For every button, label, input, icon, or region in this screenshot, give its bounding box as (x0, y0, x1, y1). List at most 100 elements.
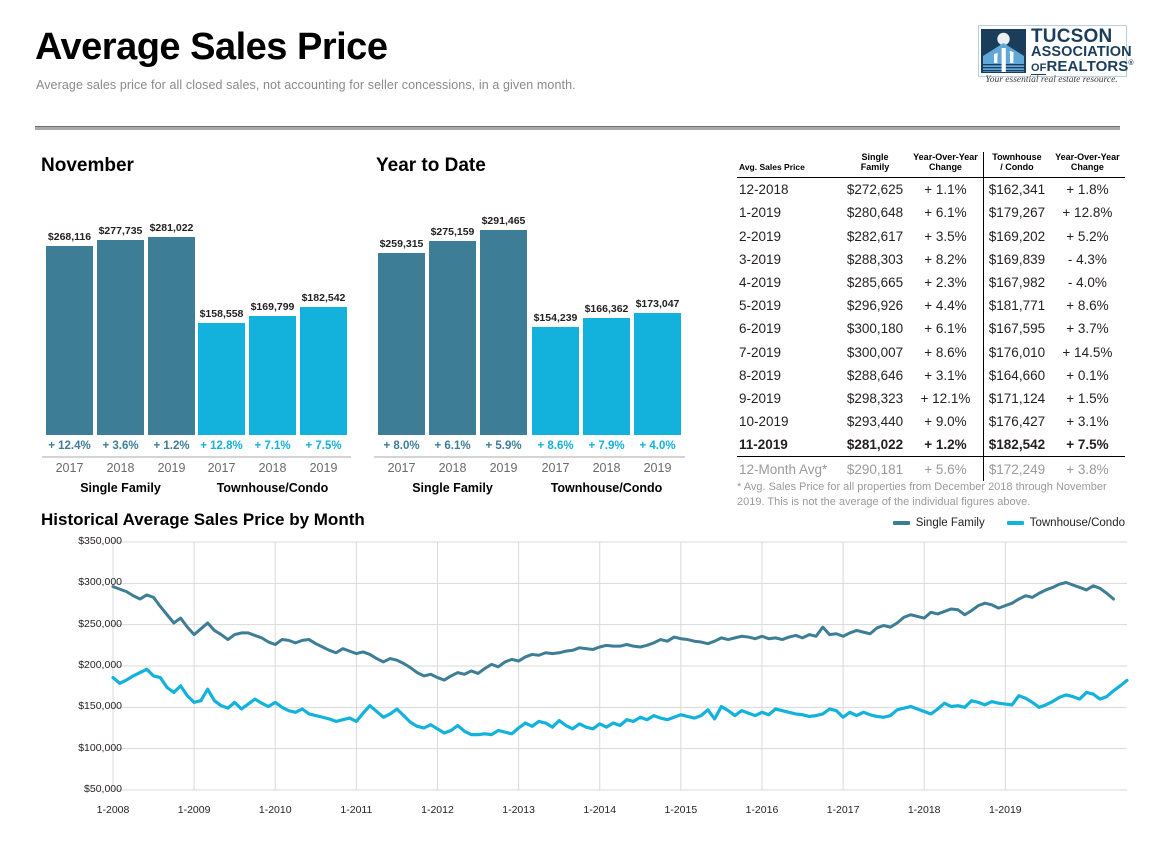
bar-single_family-2019 (480, 230, 527, 435)
table-cell: 1-2019 (739, 205, 782, 221)
bar-year-label: 2018 (106, 461, 135, 475)
bar-year-label: 2017 (541, 461, 570, 475)
table-cell: + 8.6% (924, 344, 967, 360)
section-title-november: November (41, 155, 134, 176)
table-cell: $171,124 (983, 386, 1050, 411)
chart-x-axis-label: 1-2016 (745, 804, 779, 816)
bar-year-label: 2017 (207, 461, 236, 475)
chart-x-axis-label: 1-2013 (502, 804, 535, 816)
bar-single_family-2017 (378, 253, 425, 435)
bar-group-name: Townhouse/Condo (216, 481, 329, 495)
table-cell: - 4.0% (1067, 275, 1107, 290)
bar-single_family-2018 (97, 240, 144, 435)
logo-line-association: ASSOCIATION (1031, 44, 1132, 61)
table-cell: + 0.1% (1066, 367, 1109, 383)
monthly-data-table: Avg. Sales Price Single Family Year-Over-… (737, 152, 1125, 481)
table-cell: + 2.3% (924, 275, 967, 290)
bar-townhouse_condo-2019 (634, 313, 681, 435)
logo-line-of-realtors: OFREALTORS® (1031, 59, 1134, 75)
table-cell: $176,010 (983, 340, 1050, 364)
bar-group-name: Single Family (80, 481, 161, 495)
bar-value-label: $169,799 (250, 301, 295, 313)
bar-year-label: 2018 (258, 461, 287, 475)
table-cell: $300,007 (846, 344, 904, 360)
table-cell: + 7.5% (1066, 437, 1109, 453)
bar-pct-change-label: + 7.1% (254, 440, 291, 452)
chart-x-axis-label: 1-2010 (258, 804, 292, 816)
logo-wordmark: TUCSON ASSOCIATION OFREALTORS® (1031, 28, 1134, 75)
table-cell: 3-2019 (739, 251, 782, 267)
bar-pct-change-label: + 8.6% (537, 440, 574, 452)
table-cell: $169,839 (983, 247, 1050, 271)
bar-single_family-2018 (429, 241, 476, 435)
table-cell: 7-2019 (739, 344, 782, 360)
bar-townhouse_condo-2018 (583, 318, 630, 435)
table-cell: $300,180 (846, 321, 904, 337)
table-cell: $282,617 (846, 228, 904, 244)
bar-townhouse_condo-2019 (300, 307, 347, 435)
tucson-association-of-realtors-logo: TUCSON ASSOCIATION OFREALTORS® Your esse… (978, 25, 1134, 87)
table-cell: - 4.3% (1067, 251, 1107, 267)
chart-y-axis-label: $50,000 (84, 783, 122, 795)
bar-year-label: 2018 (438, 461, 467, 475)
table-cell: + 5.6% (907, 456, 984, 481)
bar-pct-change-label: + 7.9% (588, 440, 625, 452)
table-cell: $162,341 (983, 177, 1050, 202)
bar-pct-change-label: + 8.0% (383, 440, 420, 452)
table-cell: + 9.0% (924, 414, 967, 430)
table-cell: + 6.1% (924, 205, 967, 221)
table-cell: + 5.2% (1066, 228, 1109, 244)
table-row: 1-2019 $280,648 + 6.1% $179,267 + 12.8% (737, 201, 1125, 225)
bar-group-baseline (528, 456, 685, 458)
table-header-townhouse-condo: Townhouse / Condo (983, 152, 1050, 179)
bar-value-label: $154,239 (533, 312, 578, 324)
bar-value-label: $182,542 (301, 292, 346, 304)
chart-x-axis-label: 1-2008 (96, 804, 130, 816)
bar-townhouse_condo-2017 (532, 327, 579, 435)
bar-pct-change-label: + 5.9% (485, 440, 522, 452)
table-row: 7-2019 $300,007 + 8.6% $176,010 + 14.5% (737, 340, 1125, 364)
bar-pct-change-label: + 6.1% (434, 440, 471, 452)
bar-value-label: $166,362 (584, 303, 629, 315)
legend-item-single-family: Single Family (892, 517, 985, 529)
table-cell: 2-2019 (739, 228, 782, 244)
table-row: 2-2019 $282,617 + 3.5% $169,202 + 5.2% (737, 224, 1125, 248)
chart-line-townhouse-condo (111, 667, 1129, 737)
table-cell: $281,022 (846, 437, 904, 453)
logo-of: OF (1031, 61, 1047, 75)
chart-x-axis-label: 1-2015 (664, 804, 698, 816)
table-cell: 10-2019 (739, 414, 789, 430)
table-row: 6-2019 $300,180 + 6.1% $167,595 + 3.7% (737, 317, 1125, 341)
line-chart-legend: Single Family Townhouse/Condo (892, 517, 1125, 529)
bar-townhouse_condo-2017 (198, 323, 245, 435)
table-cell: + 3.8% (1049, 456, 1125, 481)
table-row: 3-2019 $288,303 + 8.2% $169,839 - 4.3% (737, 247, 1125, 271)
bar-single_family-2017 (46, 246, 93, 435)
bar-value-label: $291,465 (481, 215, 526, 227)
table-row: 8-2019 $288,646 + 3.1% $164,660 + 0.1% (737, 363, 1125, 387)
historical-line-chart: $50,000 $100,000 $150,000 $200,000 $250,000 $… (35, 532, 1135, 832)
bar-year-label: 2017 (55, 461, 84, 475)
bar-value-label: $158,558 (199, 308, 244, 320)
table-row: 12-Month Avg* $290,181 + 5.6% $172,249 + 3.8… (737, 456, 1125, 481)
bar-value-label: $268,116 (47, 231, 92, 243)
bar-year-label: 2017 (387, 461, 416, 475)
bar-townhouse_condo-2018 (249, 316, 296, 435)
table-cell: + 14.5% (1062, 344, 1113, 360)
bar-group-baseline (194, 456, 351, 458)
chart-x-axis-label: 1-2014 (583, 804, 617, 816)
table-footnote: * Avg. Sales Price for all properties fr… (737, 481, 1107, 508)
bar-group-name: Single Family (412, 481, 493, 495)
table-cell: $288,646 (846, 367, 904, 383)
table-cell: + 1.8% (1066, 182, 1109, 198)
bar-group-baseline (42, 456, 199, 458)
logo-box: TUCSON ASSOCIATION OFREALTORS® (978, 25, 1134, 77)
table-cell: $181,771 (983, 294, 1050, 318)
table-cell: + 6.1% (924, 321, 967, 337)
bar-year-label: 2019 (489, 461, 518, 475)
line-chart-title: Historical Average Sales Price by Month (41, 510, 365, 529)
chart-y-axis-label: $150,000 (78, 700, 122, 713)
chart-x-axis-label: 1-2009 (177, 804, 211, 816)
table-cell: $179,267 (983, 201, 1050, 225)
table-cell: 5-2019 (739, 298, 782, 314)
